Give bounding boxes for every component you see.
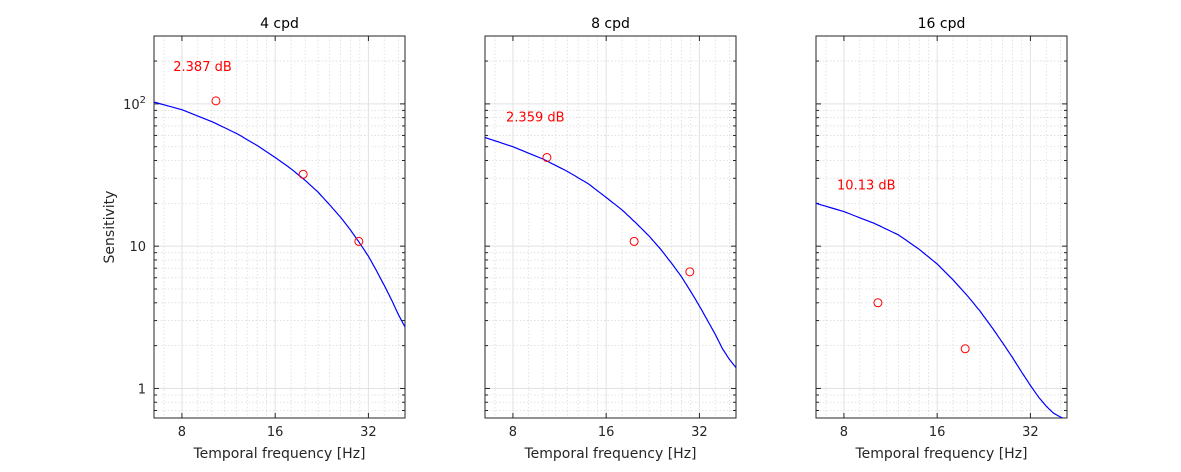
x-axis-label: Temporal frequency [Hz] bbox=[854, 446, 1027, 462]
y-tick-label: 102 bbox=[123, 95, 146, 113]
data-point bbox=[211, 96, 221, 106]
axes-box bbox=[815, 35, 1068, 419]
fit-curve bbox=[154, 101, 405, 328]
panel-3: 8 16 32 10.13 dB 16 cpd Temporal frequency [H… bbox=[815, 16, 1068, 462]
y-tick-label-base: 10 bbox=[123, 98, 140, 113]
x-tick-label: 32 bbox=[360, 425, 377, 440]
y-tick-label: 10 bbox=[129, 240, 146, 255]
y-axis-label: Sensitivity bbox=[102, 191, 118, 264]
axes-box bbox=[484, 35, 737, 419]
x-tick-label: 32 bbox=[1022, 425, 1039, 440]
x-tick-label: 8 bbox=[509, 425, 517, 440]
fit-curve bbox=[485, 136, 736, 369]
data-point bbox=[873, 298, 883, 308]
fit-error-annotation: 10.13 dB bbox=[837, 179, 896, 194]
data-point bbox=[685, 267, 695, 277]
x-axis-label: Temporal frequency [Hz] bbox=[523, 446, 696, 462]
panel-title: 8 cpd bbox=[591, 16, 630, 32]
x-tick-label: 16 bbox=[267, 425, 284, 440]
x-tick-label: 32 bbox=[691, 425, 708, 440]
panel-title: 16 cpd bbox=[918, 16, 966, 32]
data-point bbox=[298, 169, 308, 179]
data-point bbox=[960, 344, 970, 354]
data-point bbox=[629, 236, 639, 246]
axes-box bbox=[153, 35, 406, 419]
fit-curve bbox=[816, 202, 1065, 418]
data-point bbox=[354, 236, 364, 246]
x-tick-label: 16 bbox=[598, 425, 615, 440]
x-tick-label: 8 bbox=[840, 425, 848, 440]
panel-title: 4 cpd bbox=[260, 16, 299, 32]
x-tick-label: 8 bbox=[178, 425, 186, 440]
y-tick-label-exponent: 2 bbox=[140, 95, 146, 106]
x-tick-label: 16 bbox=[929, 425, 946, 440]
panel-2: 8 16 32 2.359 dB 8 cpd Temporal frequency [Hz… bbox=[484, 16, 737, 462]
y-tick-label: 1 bbox=[138, 382, 146, 397]
data-point bbox=[542, 152, 552, 162]
x-axis-label: Temporal frequency [Hz] bbox=[192, 446, 365, 462]
fit-error-annotation: 2.387 dB bbox=[173, 60, 232, 75]
fit-error-annotation: 2.359 dB bbox=[506, 111, 565, 126]
